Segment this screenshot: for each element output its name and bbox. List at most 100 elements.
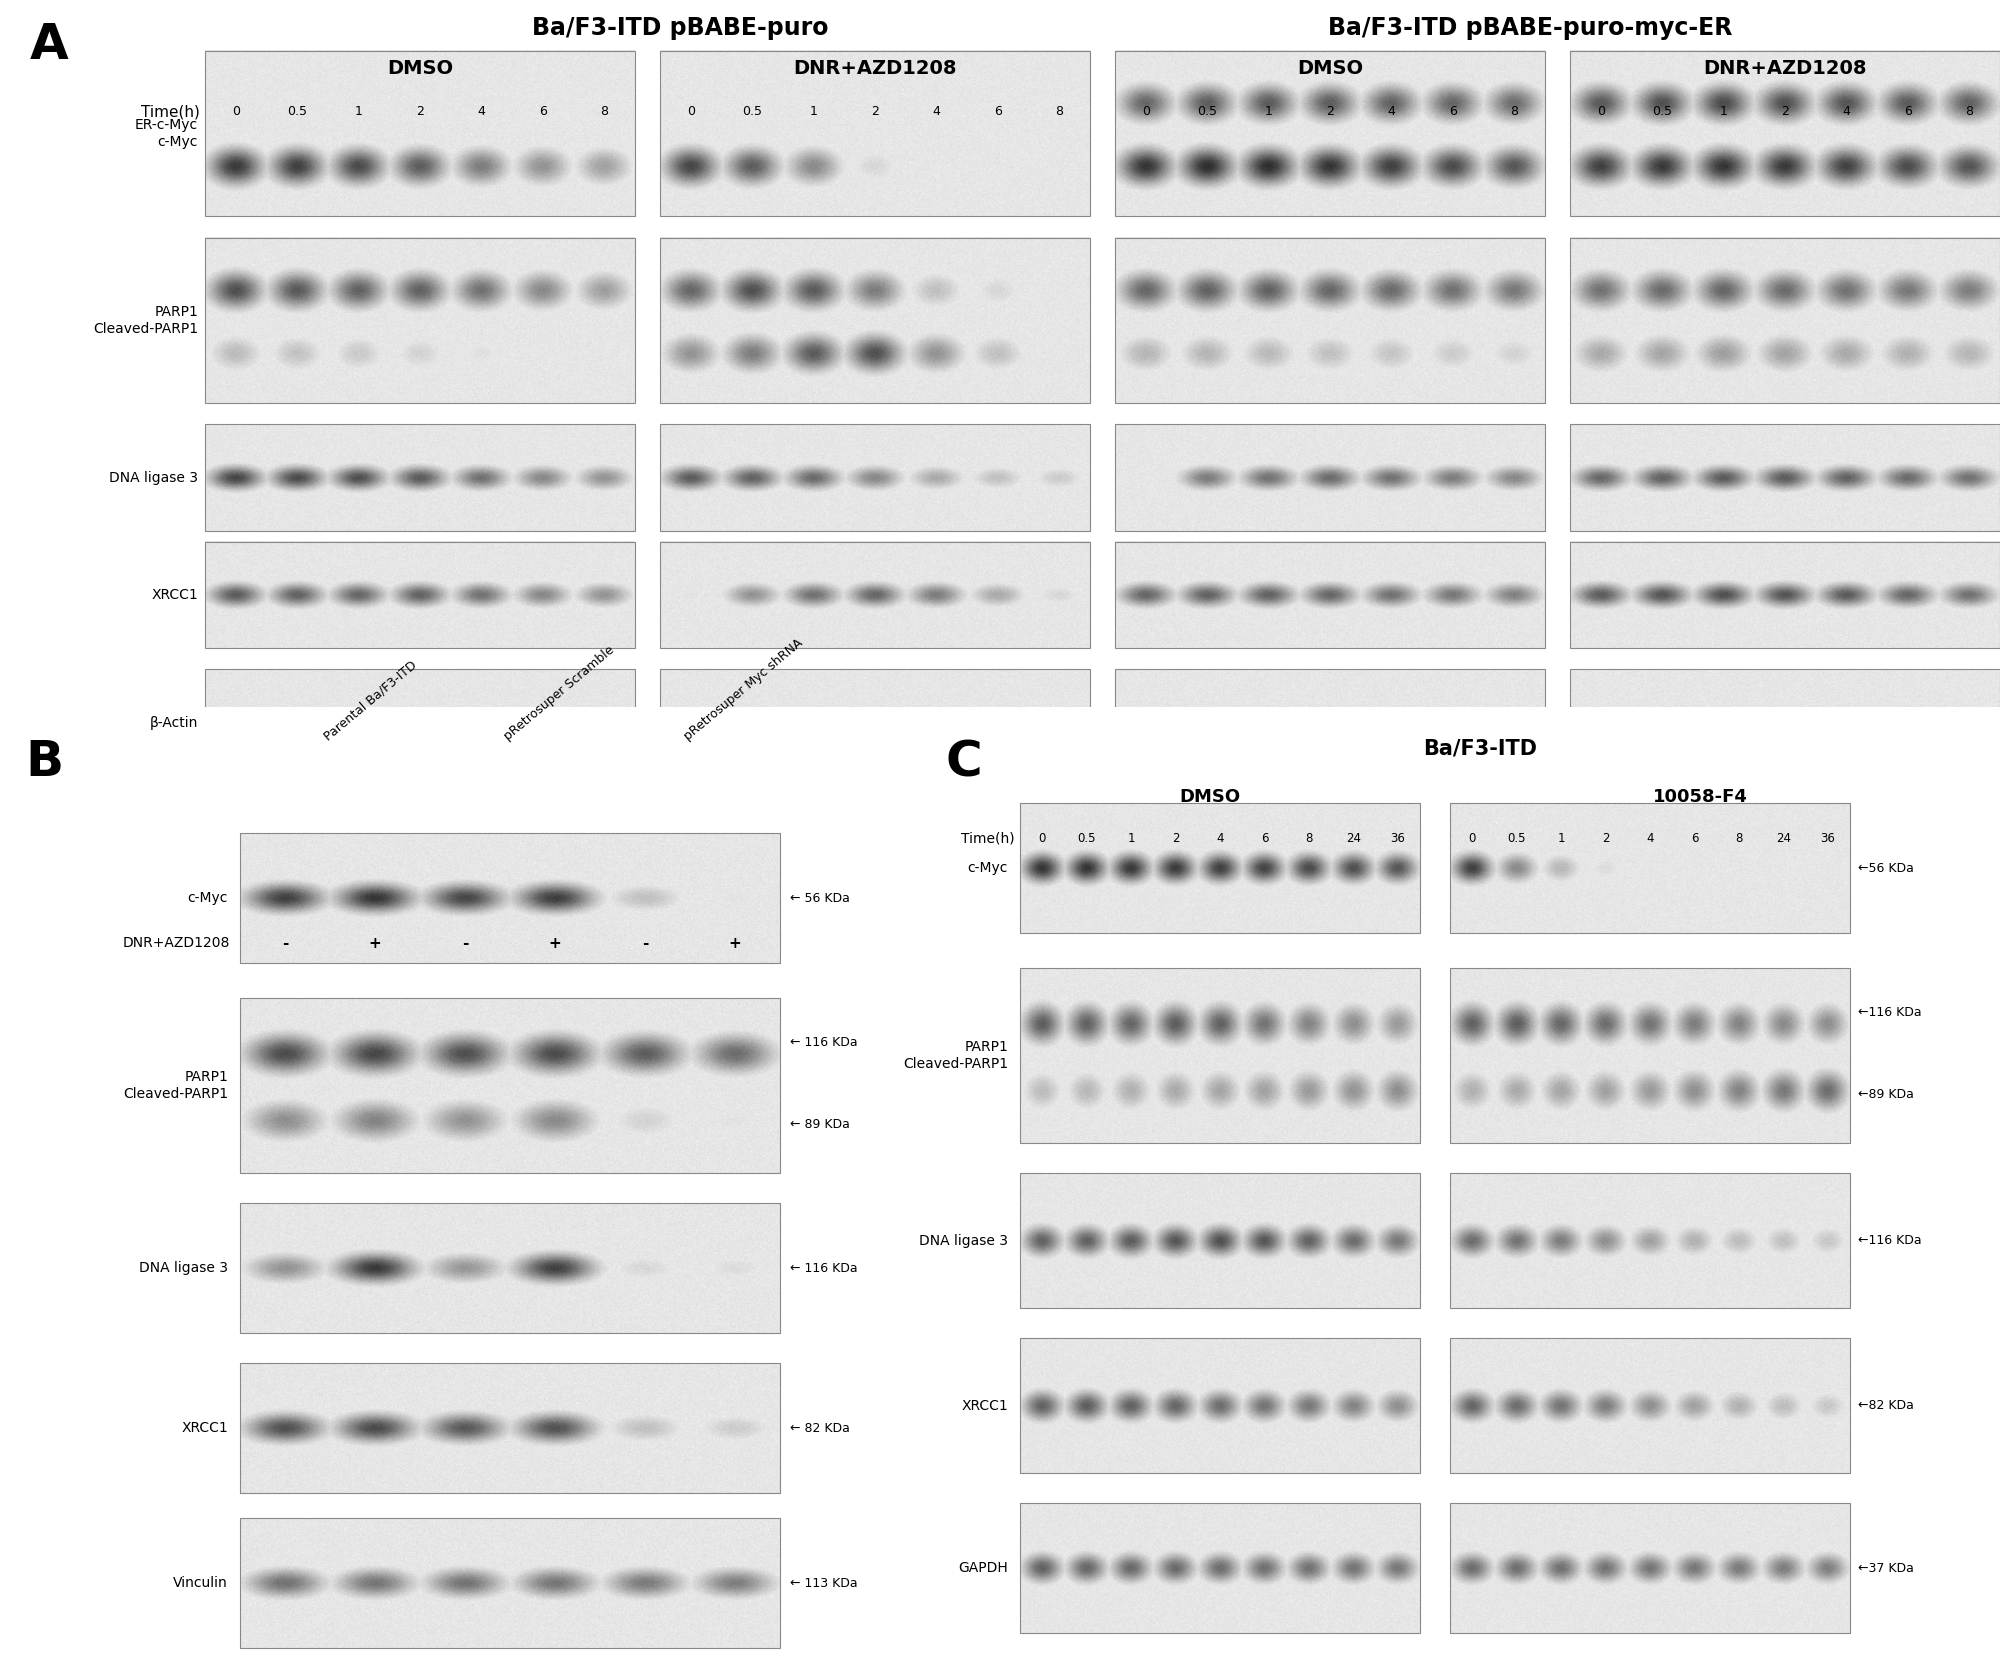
Text: ←116 KDa: ←116 KDa: [1858, 1234, 1922, 1247]
Text: 2: 2: [872, 105, 878, 118]
Bar: [1116, 424, 1544, 530]
Text: 8: 8: [1056, 105, 1064, 118]
Text: 8: 8: [600, 105, 608, 118]
Text: XRCC1: XRCC1: [152, 587, 198, 602]
Text: 1: 1: [354, 105, 362, 118]
Bar: [1020, 1339, 1420, 1473]
Text: DMSO: DMSO: [1296, 58, 1364, 78]
Bar: [1116, 542, 1544, 649]
Text: 2: 2: [1602, 832, 1610, 845]
Text: XRCC1: XRCC1: [962, 1399, 1008, 1412]
Bar: [1570, 542, 2000, 649]
Bar: [1570, 670, 2000, 777]
Text: DNR+AZD1208: DNR+AZD1208: [794, 58, 956, 78]
Text: DMSO: DMSO: [1180, 788, 1240, 807]
Bar: [240, 1204, 780, 1334]
Text: 8: 8: [1736, 832, 1742, 845]
Text: Ba/F3-ITD pBABE-puro-myc-ER: Ba/F3-ITD pBABE-puro-myc-ER: [1328, 17, 1732, 40]
Text: B: B: [24, 738, 64, 787]
Bar: [206, 542, 636, 649]
Bar: [206, 670, 636, 777]
Text: GAPDH: GAPDH: [958, 1562, 1008, 1575]
Text: 24: 24: [1346, 832, 1360, 845]
Text: Time(h): Time(h): [142, 105, 200, 120]
Bar: [1450, 1503, 1850, 1633]
Bar: [660, 238, 1090, 402]
Text: Vinculin: Vinculin: [174, 1577, 228, 1590]
Text: 2: 2: [416, 105, 424, 118]
Text: 1: 1: [810, 105, 818, 118]
Text: +: +: [548, 936, 562, 951]
Text: 1: 1: [1720, 105, 1728, 118]
Text: ←89 KDa: ←89 KDa: [1858, 1088, 1914, 1101]
Text: ←37 KDa: ←37 KDa: [1858, 1562, 1914, 1575]
Text: Ba/F3-ITD pBABE-puro: Ba/F3-ITD pBABE-puro: [532, 17, 828, 40]
Text: β-Actin: β-Actin: [150, 715, 198, 730]
Text: c-Myc: c-Myc: [188, 891, 228, 905]
Text: 2: 2: [1172, 832, 1180, 845]
Text: 6: 6: [1448, 105, 1456, 118]
Text: 6: 6: [994, 105, 1002, 118]
Text: 36: 36: [1390, 832, 1406, 845]
Text: 4: 4: [1646, 832, 1654, 845]
Text: pRetrosuper Scramble: pRetrosuper Scramble: [502, 644, 616, 743]
Bar: [1020, 803, 1420, 933]
Text: ← 116 KDa: ← 116 KDa: [790, 1036, 858, 1048]
Bar: [206, 424, 636, 530]
Text: DNA ligase 3: DNA ligase 3: [920, 1234, 1008, 1247]
Text: DNR+AZD1208: DNR+AZD1208: [122, 936, 230, 950]
Text: 4: 4: [478, 105, 486, 118]
Bar: [1450, 1172, 1850, 1309]
Text: ←56 KDa: ←56 KDa: [1858, 861, 1914, 875]
Text: 0.5: 0.5: [1198, 105, 1218, 118]
Bar: [240, 833, 780, 963]
Text: +: +: [728, 936, 742, 951]
Text: 2: 2: [1326, 105, 1334, 118]
Bar: [660, 52, 1090, 216]
Text: 0: 0: [232, 105, 240, 118]
Text: -: -: [462, 936, 468, 951]
Text: 0: 0: [1468, 832, 1476, 845]
Bar: [1020, 968, 1420, 1142]
Text: 0.5: 0.5: [742, 105, 762, 118]
Text: 0: 0: [1142, 105, 1150, 118]
Text: Parental Ba/F3-ITD: Parental Ba/F3-ITD: [322, 659, 420, 743]
Text: Time(h): Time(h): [962, 832, 1016, 845]
Text: 1: 1: [1128, 832, 1134, 845]
Text: 1: 1: [1264, 105, 1272, 118]
Bar: [240, 1364, 780, 1493]
Text: 0.5: 0.5: [1652, 105, 1672, 118]
Text: pRetrosuper Myc shRNA: pRetrosuper Myc shRNA: [682, 637, 806, 743]
Text: -: -: [282, 936, 288, 951]
Bar: [240, 998, 780, 1172]
Text: 6: 6: [1690, 832, 1698, 845]
Text: DNA ligase 3: DNA ligase 3: [108, 471, 198, 484]
Text: 36: 36: [1820, 832, 1836, 845]
Text: 6: 6: [1260, 832, 1268, 845]
Text: DMSO: DMSO: [386, 58, 454, 78]
Bar: [1020, 1172, 1420, 1309]
Text: ←116 KDa: ←116 KDa: [1858, 1006, 1922, 1018]
Text: 6: 6: [1904, 105, 1912, 118]
Text: 1: 1: [1558, 832, 1564, 845]
Text: A: A: [30, 22, 68, 70]
Text: 0: 0: [1596, 105, 1604, 118]
Text: 0.5: 0.5: [1508, 832, 1526, 845]
Text: 0: 0: [1038, 832, 1046, 845]
Text: 8: 8: [1966, 105, 1974, 118]
Text: ← 113 KDa: ← 113 KDa: [790, 1577, 858, 1590]
Bar: [1116, 670, 1544, 777]
Bar: [660, 670, 1090, 777]
Text: DNA ligase 3: DNA ligase 3: [140, 1261, 228, 1276]
Bar: [1570, 424, 2000, 530]
Text: 10058-F4: 10058-F4: [1652, 788, 1748, 807]
Text: PARP1
Cleaved-PARP1: PARP1 Cleaved-PARP1: [902, 1039, 1008, 1071]
Text: PARP1
Cleaved-PARP1: PARP1 Cleaved-PARP1: [122, 1069, 228, 1101]
Text: 8: 8: [1510, 105, 1518, 118]
Text: 0.5: 0.5: [1078, 832, 1096, 845]
Text: ← 56 KDa: ← 56 KDa: [790, 891, 850, 905]
Text: -: -: [642, 936, 648, 951]
Text: c-Myc: c-Myc: [968, 861, 1008, 875]
Bar: [660, 424, 1090, 530]
Bar: [1116, 52, 1544, 216]
